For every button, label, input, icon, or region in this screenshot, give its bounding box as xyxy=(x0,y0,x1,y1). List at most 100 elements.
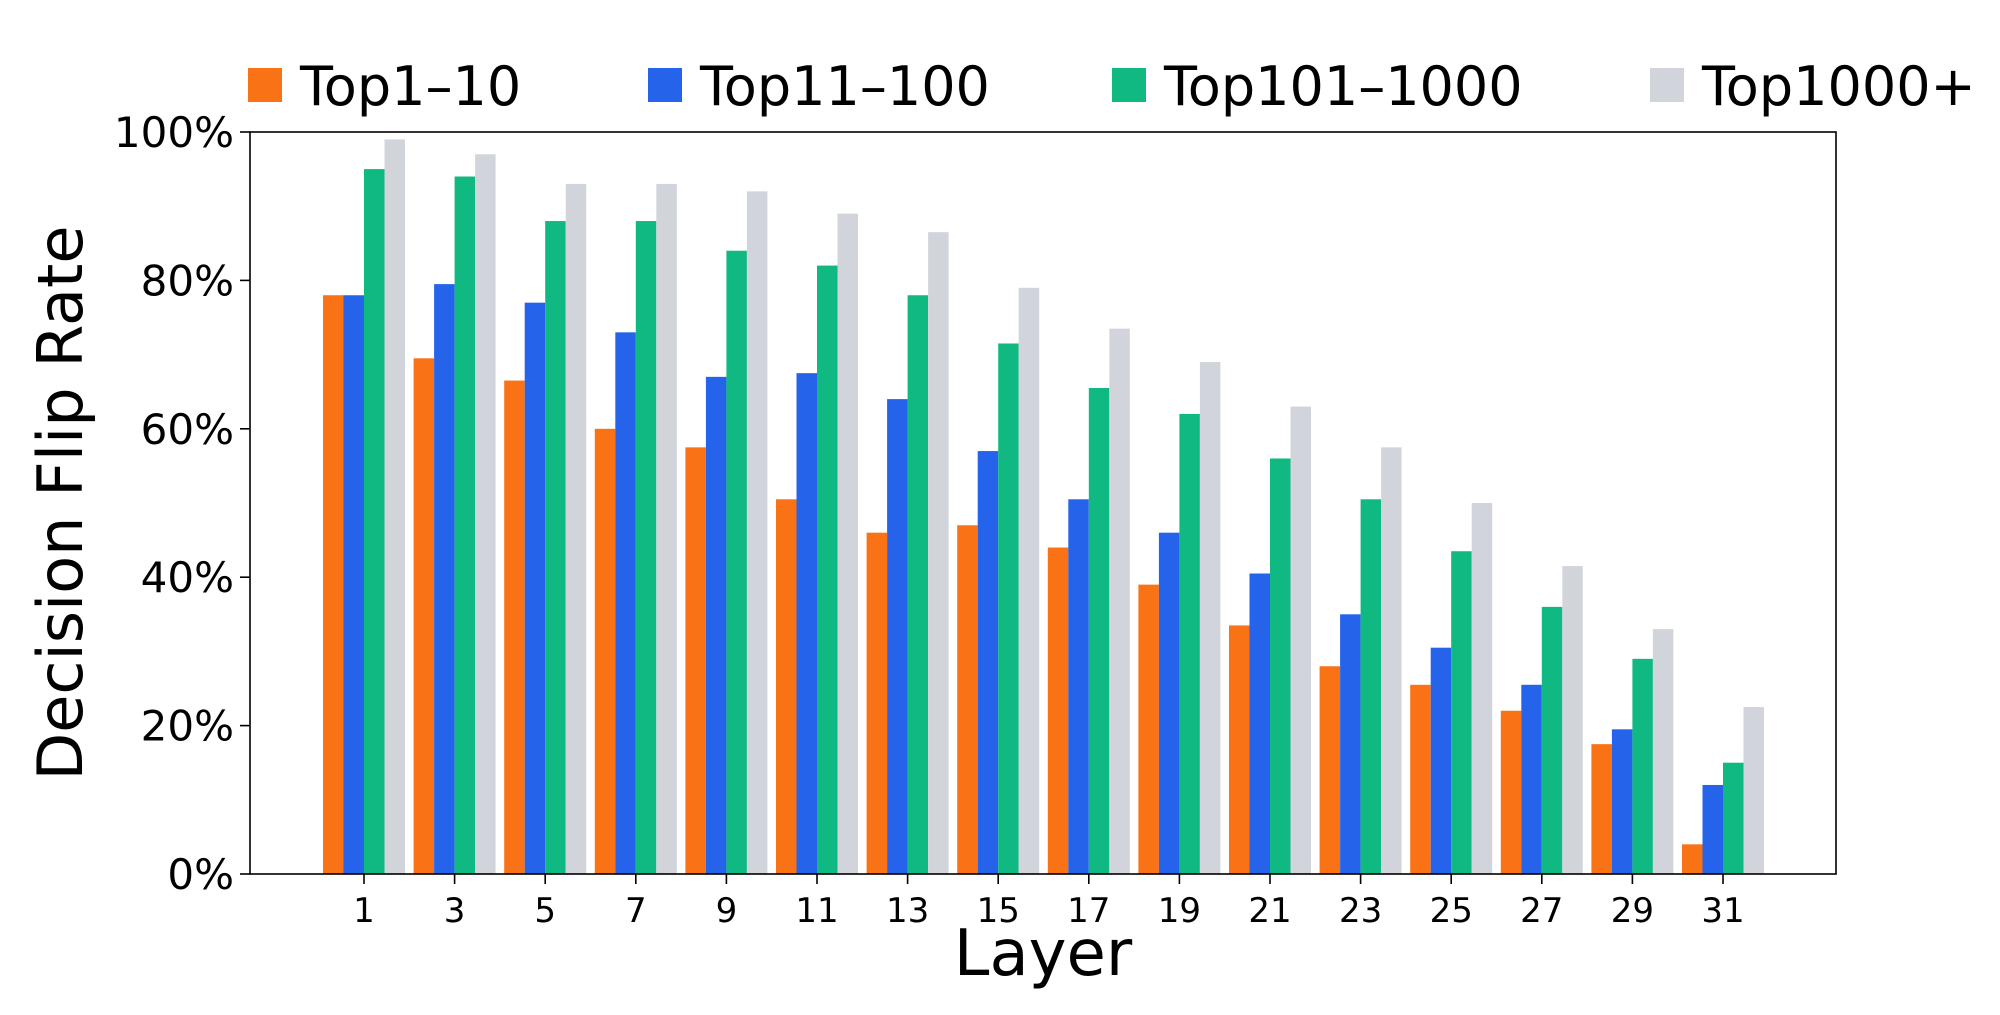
y-tick-label: 40% xyxy=(141,553,234,602)
bar-top1000--layer-9 xyxy=(746,191,768,875)
bar-top1000--layer-21 xyxy=(1290,406,1311,874)
x-tick-label: 25 xyxy=(1430,891,1473,931)
bar-top11-100-layer-29 xyxy=(1611,729,1633,874)
bar-top101-1000-layer-1 xyxy=(364,169,385,875)
bar-top11-100-layer-21 xyxy=(1249,573,1270,874)
y-axis: 0% 20% 40% 60% 80% 100% xyxy=(114,108,250,899)
bar-top101-1000-layer-15 xyxy=(998,343,1019,875)
bar-top101-1000-layer-9 xyxy=(726,250,747,875)
x-axis-title: Layer xyxy=(954,917,1133,991)
plot-frame xyxy=(249,131,1837,875)
bar-top11-100-layer-27 xyxy=(1521,684,1542,874)
bar-top11-100-layer-9 xyxy=(705,376,727,874)
legend-swatch xyxy=(648,68,682,102)
bar-top1-10-layer-1 xyxy=(323,295,344,874)
bar-top1000--layer-1 xyxy=(384,139,405,875)
bar-top101-1000-layer-23 xyxy=(1360,499,1382,874)
bar-top1-10-layer-27 xyxy=(1500,710,1522,874)
bar-top1000--layer-29 xyxy=(1652,629,1674,874)
legend-label: Top101–1000 xyxy=(1163,55,1523,118)
x-tick-label: 23 xyxy=(1339,891,1382,931)
x-tick-label: 13 xyxy=(886,891,929,931)
legend-label: Top1–10 xyxy=(299,55,521,118)
bar-top11-100-layer-15 xyxy=(977,451,999,874)
legend-item: Top1–10 xyxy=(248,55,521,118)
bar-top1-10-layer-19 xyxy=(1138,584,1159,874)
bar-top11-100-layer-3 xyxy=(434,284,455,874)
bar-top1-10-layer-25 xyxy=(1410,684,1431,874)
bar-top101-1000-layer-19 xyxy=(1179,413,1200,874)
bar-top11-100-layer-5 xyxy=(524,302,546,874)
bar-top101-1000-layer-29 xyxy=(1632,658,1653,874)
bar-top1000--layer-17 xyxy=(1109,328,1130,874)
x-tick-label: 9 xyxy=(716,891,738,931)
bar-top11-100-layer-23 xyxy=(1340,614,1361,874)
bar-top1000--layer-3 xyxy=(475,154,496,874)
bar-top101-1000-layer-5 xyxy=(545,221,566,875)
bar-top101-1000-layer-11 xyxy=(817,265,838,874)
legend-item: Top11–100 xyxy=(648,55,990,118)
bar-top1000--layer-11 xyxy=(837,213,858,874)
x-tick-label: 31 xyxy=(1701,891,1744,931)
bar-top1-10-layer-17 xyxy=(1047,547,1069,874)
legend-swatch xyxy=(248,68,282,102)
bar-top1-10-layer-15 xyxy=(957,525,978,874)
bar-top11-100-layer-25 xyxy=(1430,647,1452,874)
bar-top1000--layer-19 xyxy=(1199,362,1221,874)
x-tick-label: 17 xyxy=(1067,891,1110,931)
y-tick-label: 100% xyxy=(114,108,234,157)
bar-top1000--layer-5 xyxy=(565,183,587,874)
bar-top101-1000-layer-31 xyxy=(1723,762,1744,874)
y-tick-label: 20% xyxy=(141,702,234,751)
x-tick-label: 15 xyxy=(977,891,1020,931)
legend-swatch xyxy=(1650,68,1684,102)
bar-top101-1000-layer-25 xyxy=(1451,551,1472,874)
x-tick-label: 29 xyxy=(1611,891,1654,931)
x-tick-label: 1 xyxy=(353,891,375,931)
y-tick-label: 60% xyxy=(141,405,234,454)
x-tick-label: 5 xyxy=(534,891,556,931)
legend-swatch xyxy=(1112,68,1146,102)
bar-top1000--layer-15 xyxy=(1018,287,1040,874)
bar-top1-10-layer-3 xyxy=(413,358,435,874)
bar-top1000--layer-7 xyxy=(656,183,677,874)
bar-top1-10-layer-21 xyxy=(1229,625,1250,874)
bar-top101-1000-layer-27 xyxy=(1541,606,1563,874)
bar-top101-1000-layer-21 xyxy=(1270,458,1291,874)
y-tick-label: 0% xyxy=(167,850,234,899)
x-tick-label: 11 xyxy=(795,891,838,931)
bar-top1-10-layer-11 xyxy=(776,499,797,874)
bar-top11-100-layer-1 xyxy=(343,295,364,874)
bar-top101-1000-layer-17 xyxy=(1088,387,1110,874)
bar-top101-1000-layer-13 xyxy=(907,295,929,874)
bar-top11-100-layer-31 xyxy=(1702,784,1723,874)
x-tick-label: 27 xyxy=(1520,891,1563,931)
bar-top11-100-layer-17 xyxy=(1068,499,1089,874)
bar-top11-100-layer-19 xyxy=(1158,532,1180,874)
bar-top1-10-layer-31 xyxy=(1682,844,1703,874)
x-tick-label: 3 xyxy=(444,891,466,931)
y-axis-title: Decision Flip Rate xyxy=(24,225,97,780)
bar-top1-10-layer-23 xyxy=(1319,666,1341,874)
bar-top1-10-layer-13 xyxy=(866,532,888,874)
bar-top11-100-layer-11 xyxy=(796,373,817,874)
legend: Top1–10 Top11–100 Top101–1000 Top1000+ xyxy=(248,55,1976,118)
bar-top1000--layer-27 xyxy=(1562,566,1583,874)
legend-label: Top1000+ xyxy=(1701,55,1976,118)
legend-item: Top1000+ xyxy=(1650,55,1976,118)
bar-top1000--layer-31 xyxy=(1743,707,1764,874)
x-tick-label: 21 xyxy=(1248,891,1291,931)
bar-top1000--layer-23 xyxy=(1381,447,1402,874)
x-tick-label: 7 xyxy=(625,891,647,931)
legend-item: Top101–1000 xyxy=(1112,55,1523,118)
bar-top1-10-layer-9 xyxy=(685,447,706,874)
bar-top101-1000-layer-3 xyxy=(454,176,476,874)
bar-top1000--layer-13 xyxy=(928,232,949,875)
bar-top11-100-layer-13 xyxy=(887,399,908,874)
bar-top101-1000-layer-7 xyxy=(635,221,657,875)
bar-top11-100-layer-7 xyxy=(615,332,636,875)
bars xyxy=(323,139,1764,875)
x-tick-label: 19 xyxy=(1158,891,1201,931)
x-axis: 1 3 5 7 9 11 13 15 17 19 21 23 25 27 29 31 xyxy=(353,874,1745,931)
